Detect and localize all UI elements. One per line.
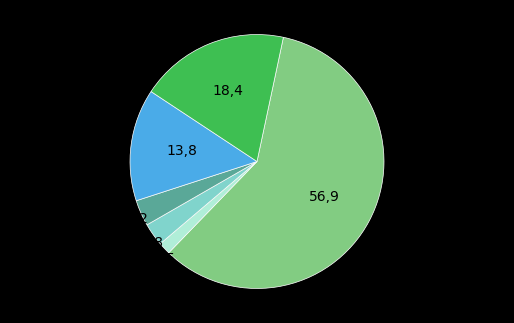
Text: 3,2: 3,2 [127, 212, 149, 226]
Wedge shape [151, 35, 283, 162]
Wedge shape [136, 162, 257, 225]
Text: 56,9: 56,9 [309, 190, 340, 204]
Wedge shape [147, 162, 257, 244]
Wedge shape [160, 162, 257, 253]
Text: 1,5: 1,5 [153, 252, 175, 266]
Text: 18,4: 18,4 [213, 84, 244, 98]
Wedge shape [130, 91, 257, 201]
Text: 2,8: 2,8 [141, 236, 163, 250]
Wedge shape [169, 37, 384, 288]
Text: 13,8: 13,8 [166, 144, 197, 158]
